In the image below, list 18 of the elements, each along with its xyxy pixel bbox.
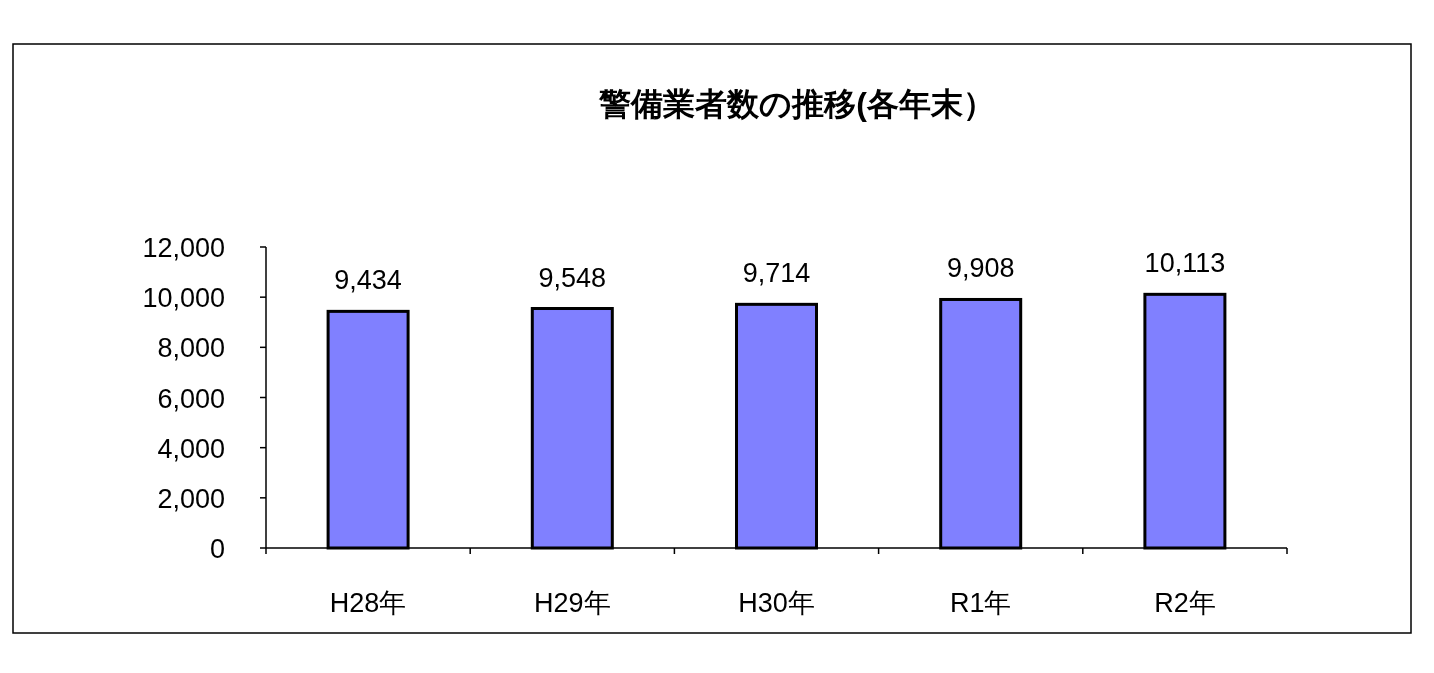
data-label: 9,434 bbox=[334, 265, 402, 296]
y-tick-label: 6,000 bbox=[157, 383, 225, 414]
y-tick-label: 0 bbox=[209, 534, 225, 564]
y-tick-label: 12,000 bbox=[142, 233, 225, 263]
x-tick-label: H30年 bbox=[738, 588, 815, 618]
y-tick-label: 8,000 bbox=[157, 333, 225, 364]
y-tick-label: 2,000 bbox=[157, 483, 225, 514]
chart-title: 警備業者数の推移(各年末） bbox=[598, 86, 995, 122]
data-label: 10,113 bbox=[1144, 248, 1226, 279]
x-tick-label: H28年 bbox=[329, 588, 407, 618]
x-tick-label: R1年 bbox=[949, 588, 1012, 618]
data-label: 9,548 bbox=[538, 262, 607, 293]
data-label: 9,714 bbox=[742, 258, 811, 289]
data-label: 9,908 bbox=[946, 253, 1015, 284]
y-tick-label: 4,000 bbox=[157, 433, 225, 464]
y-tick-label: 10,000 bbox=[142, 283, 225, 314]
x-tick-label: R2年 bbox=[1154, 588, 1216, 618]
x-tick-label: H29年 bbox=[534, 588, 611, 618]
